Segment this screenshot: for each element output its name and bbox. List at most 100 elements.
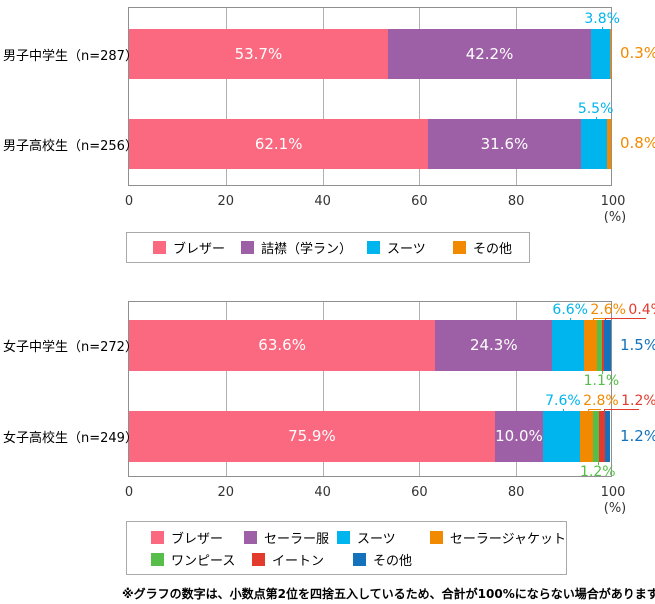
callout-sailor-jacket: 2.8% bbox=[583, 393, 619, 409]
x-tick-20: 20 bbox=[217, 194, 235, 209]
leader-elbow-eton bbox=[603, 409, 640, 410]
legend-row: ブレザー 詰襟（学ラン） スーツ その他 bbox=[153, 234, 529, 262]
segment-blazer: 63.6% bbox=[129, 320, 436, 371]
segment-value-sailor-fuku: 10.0% bbox=[495, 427, 543, 445]
segment-value-blazer: 62.1% bbox=[254, 134, 303, 153]
category-label: 女子高校生（n=249） bbox=[3, 431, 138, 446]
callout-eton: 1.2% bbox=[621, 393, 655, 409]
callout-other: 0.8% bbox=[620, 134, 655, 152]
segment-other bbox=[604, 411, 611, 462]
callout-sailor-jacket: 2.6% bbox=[590, 302, 626, 318]
category-label: 男子中学生（n=287） bbox=[3, 48, 138, 64]
x-tick-100: 100 bbox=[600, 194, 626, 209]
legend-swatch-eton bbox=[252, 552, 265, 566]
legend-item-other: その他 bbox=[353, 550, 454, 569]
legend-item-suit: スーツ bbox=[367, 238, 453, 257]
legend-swatch-gakuran bbox=[241, 241, 254, 254]
legend-item-one-piece: ワンピース bbox=[151, 550, 252, 569]
segment-suit bbox=[580, 119, 608, 169]
plot-area: 男子中学生（n=287） 53.7% 42.2% 0.3% 3.8% 男子高校生（n=25… bbox=[3, 7, 655, 224]
legend-row: ワンピース イートン その他 bbox=[151, 548, 566, 570]
segment-blazer: 53.7% bbox=[129, 29, 388, 79]
legend-swatch-other bbox=[453, 241, 466, 254]
legend-swatch-suit bbox=[336, 530, 350, 544]
callout-one-piece: 1.1% bbox=[583, 373, 620, 389]
leader-line-suit bbox=[595, 117, 597, 119]
gridline bbox=[516, 8, 518, 185]
segment-suit bbox=[591, 29, 610, 79]
footnote: ※グラフの数字は、小数点第2位を四捨五入しているため、合計が100%にならない場… bbox=[122, 587, 655, 601]
legend-label-suit: スーツ bbox=[356, 531, 396, 547]
segment-other bbox=[609, 29, 611, 79]
callout-suit: 6.6% bbox=[552, 302, 588, 318]
bar-row: 53.7% 42.2% bbox=[129, 29, 611, 79]
segment-sailor-jacket bbox=[584, 320, 597, 371]
gridline bbox=[322, 8, 324, 185]
segment-blazer: 62.1% bbox=[129, 119, 429, 169]
legend-box: ブレザー 詰襟（学ラン） スーツ その他 bbox=[126, 232, 530, 263]
legend-swatch-blazer bbox=[151, 530, 164, 544]
callout-suit: 5.5% bbox=[577, 101, 614, 117]
x-tick-0: 0 bbox=[124, 485, 134, 500]
leader-elbow-sailor-jacket bbox=[588, 409, 602, 410]
segment-one-piece bbox=[596, 320, 602, 371]
x-tick-100: 100 bbox=[600, 485, 626, 500]
callout-eton: 0.4% bbox=[628, 302, 655, 318]
legend-label-eton: イートン bbox=[272, 553, 325, 569]
segment-suit bbox=[552, 320, 585, 371]
legend-label-other: その他 bbox=[373, 553, 413, 569]
legend-label-blazer: ブレザー bbox=[171, 531, 224, 547]
gridline bbox=[225, 8, 227, 185]
legend-label-gakuran: 詰襟（学ラン） bbox=[261, 242, 353, 257]
x-tick-40: 40 bbox=[314, 485, 331, 500]
leader-line-eton bbox=[605, 318, 607, 320]
legend-box: ブレザー セーラー服 スーツ セーラージャケットワンピース イートン その他 bbox=[126, 521, 567, 575]
legend-item-sailor-jacket: セーラージャケット bbox=[429, 528, 566, 547]
segment-gakuran: 42.2% bbox=[387, 29, 592, 79]
bar-row: 75.9% 10.0% bbox=[129, 411, 611, 462]
x-axis-unit: (%) bbox=[603, 210, 627, 225]
legend-swatch-suit bbox=[367, 241, 380, 254]
x-tick-40: 40 bbox=[314, 194, 331, 209]
segment-value-blazer: 53.7% bbox=[234, 44, 283, 63]
leader-line-eton bbox=[603, 409, 605, 411]
x-axis-unit: (%) bbox=[603, 501, 627, 516]
segment-one-piece bbox=[593, 411, 599, 462]
legend-swatch-sailor-fuku bbox=[243, 530, 257, 544]
segment-sailor-fuku: 10.0% bbox=[494, 411, 544, 462]
x-tick-80: 80 bbox=[507, 194, 525, 209]
legend-item-blazer: ブレザー bbox=[151, 528, 244, 547]
callout-suit: 7.6% bbox=[545, 393, 581, 409]
leader-line-one-piece bbox=[598, 462, 599, 465]
x-tick-60: 60 bbox=[411, 485, 428, 500]
leader-line-suit bbox=[563, 409, 565, 411]
x-tick-80: 80 bbox=[507, 485, 525, 500]
segment-value-blazer: 75.9% bbox=[288, 427, 336, 445]
legend-item-eton: イートン bbox=[252, 550, 353, 569]
leader-line-one-piece bbox=[601, 371, 603, 374]
callout-one-piece: 1.2% bbox=[579, 464, 616, 480]
legend-label-sailor-fuku: セーラー服 bbox=[263, 531, 329, 547]
legend-label-suit: スーツ bbox=[387, 242, 426, 257]
gridline bbox=[225, 302, 227, 476]
callout-other: 1.5% bbox=[620, 335, 655, 354]
bar-row: 62.1% 31.6% bbox=[129, 119, 611, 169]
leader-line-sailor-jacket bbox=[592, 318, 594, 320]
gridline bbox=[516, 302, 518, 476]
legend-label-other: その他 bbox=[473, 242, 513, 257]
leader-line-sailor-jacket bbox=[588, 409, 590, 411]
segment-value-gakuran: 31.6% bbox=[480, 134, 529, 153]
segment-gakuran: 31.6% bbox=[428, 119, 581, 169]
legend-item-other: その他 bbox=[453, 238, 512, 257]
leader-elbow-sailor-jacket bbox=[592, 318, 609, 319]
category-label: 男子高校生（n=256） bbox=[3, 138, 138, 154]
callout-suit: 3.8% bbox=[584, 11, 620, 27]
segment-value-blazer: 63.6% bbox=[258, 336, 306, 354]
segment-other bbox=[603, 320, 611, 371]
legend-item-sailor-fuku: セーラー服 bbox=[243, 528, 337, 547]
legend-row: ブレザー セーラー服 スーツ セーラージャケット bbox=[151, 526, 566, 548]
legend-swatch-blazer bbox=[153, 241, 166, 254]
legend-item-blazer: ブレザー bbox=[153, 238, 241, 257]
x-tick-20: 20 bbox=[217, 485, 235, 500]
